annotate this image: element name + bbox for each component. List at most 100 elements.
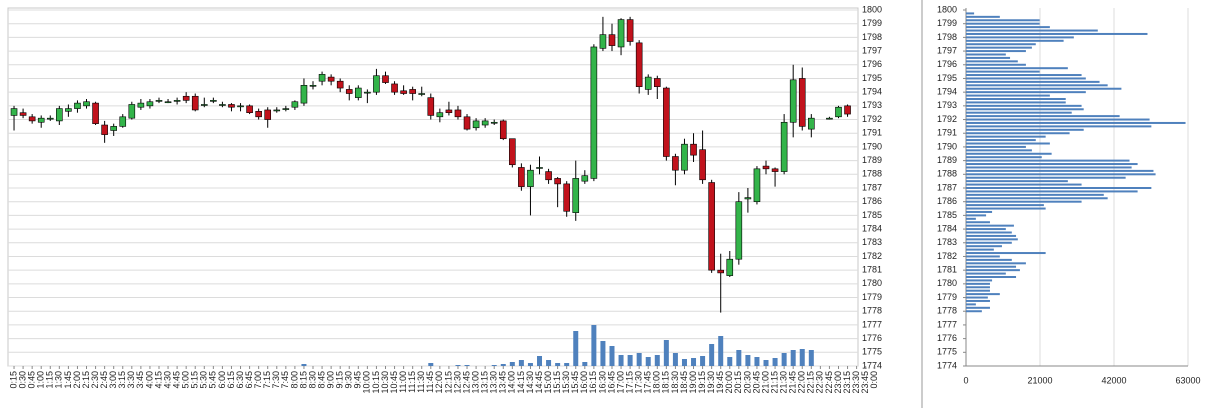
candle-body [173,100,181,102]
candle-body [10,108,18,116]
candle-body [74,102,81,109]
volume-bar [564,363,570,366]
x-tick-label: 9:30 [344,371,354,389]
y-tick-label: 1775 [862,347,882,357]
profile-bar [966,67,1068,70]
volume-bar [591,325,597,366]
profile-bar [966,289,990,292]
x-tick-label: 18:00 [652,371,662,394]
volume-bar [745,355,751,366]
x-tick-label: 18:30 [670,371,680,394]
profile-bar [966,190,1138,193]
volume-bar [654,355,660,366]
volume-bar [509,362,515,366]
x-tick-label: 12:15 [443,371,453,394]
x-tick-label: 42000 [1101,375,1126,385]
y-tick-label: 1790 [862,141,882,151]
y-tick-label: 1794 [862,87,882,97]
x-tick-label: 4:30 [162,371,172,389]
candle-body [355,87,362,98]
candle-body [672,156,679,171]
profile-bar [966,276,1017,278]
y-tick-label: 1784 [862,223,882,233]
x-tick-label: 2:30 [90,371,100,389]
profile-bar [966,173,1156,176]
volume-bar [772,358,778,366]
x-tick-label: 22:30 [815,371,825,394]
volume-bar [455,365,461,366]
y-tick-label: 1775 [937,347,957,357]
profile-bar [966,87,1122,90]
x-tick-label: 5:30 [199,371,209,389]
profile-bar [966,91,1086,94]
candle-body [644,76,652,90]
profile-bar [966,32,1148,35]
candle-body [146,101,154,107]
y-tick-label: 1791 [862,128,882,138]
x-tick-label: 9:45 [353,371,363,389]
profile-bar [966,39,1064,42]
candle-body [699,149,706,181]
profile-bar [966,108,1084,111]
profile-bar [966,224,1014,227]
volume-bar [681,359,687,366]
profile-bar [966,29,1098,32]
y-tick-label: 1785 [862,210,882,220]
y-tick-label: 1798 [862,32,882,42]
profile-bar [966,121,1186,124]
candle-body [291,101,299,108]
candle-body [653,78,661,87]
x-tick-label: 5:00 [181,371,191,389]
candle-body [200,104,208,106]
volume-bar [691,358,697,366]
x-tick-label: 3:30 [126,371,136,389]
volume-bar [790,350,796,366]
profile-bar [966,293,1000,296]
y-tick-label: 1774 [937,360,957,370]
candle-body [300,85,308,104]
x-tick-label: 23:00 [833,371,843,394]
candle-body [445,109,453,113]
x-tick-label: 3:00 [108,371,118,389]
profile-bar [966,204,1044,207]
profile-bar [966,248,994,251]
volume-bar [464,365,470,366]
profile-bar [966,214,987,217]
candle-body [101,124,108,135]
candle-body [590,46,598,179]
y-tick-label: 1794 [937,87,957,97]
profile-bar [966,255,1000,258]
profile-bar [966,135,1046,138]
candle-body [427,97,435,116]
candle-body [336,80,344,89]
candle-body [65,108,72,112]
profile-bar [966,128,1084,131]
volume-bar [663,340,669,366]
candle-body [798,78,806,127]
x-tick-label: 22:45 [824,371,834,394]
x-tick-label: 16:00 [579,371,589,394]
profile-bar [966,176,1126,179]
x-tick-label: 14:00 [507,371,517,394]
candle-body [536,167,543,169]
x-tick-label: 9:15 [335,371,345,389]
candle-body [364,91,371,94]
profile-bar [966,245,1002,248]
x-tick-label: 3:15 [117,371,127,389]
candle-body [753,168,761,202]
candle-body [110,126,117,131]
candle-body [617,19,625,48]
candle-body [581,175,589,182]
profile-bar [966,132,1070,135]
x-tick-label: 11:15 [407,371,417,393]
candle-body [219,104,226,106]
y-tick-label: 1793 [937,100,957,110]
x-tick-label: 18:45 [679,371,689,394]
candle-body [527,169,534,187]
plot-frame [7,7,859,367]
volume-bar [799,349,805,366]
candle-body [608,34,616,46]
x-tick-label: 13:45 [498,371,508,394]
profile-bar [966,46,1032,49]
candle-body [826,117,833,120]
